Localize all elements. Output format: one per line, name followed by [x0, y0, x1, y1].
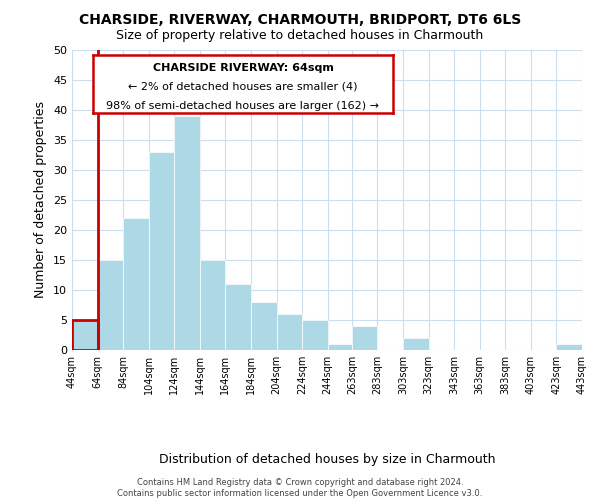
Text: CHARSIDE RIVERWAY: 64sqm: CHARSIDE RIVERWAY: 64sqm — [152, 62, 334, 72]
Bar — [98, 260, 123, 350]
Text: Contains HM Land Registry data © Crown copyright and database right 2024.
Contai: Contains HM Land Registry data © Crown c… — [118, 478, 482, 498]
Bar — [556, 344, 582, 350]
Bar — [72, 320, 98, 350]
Text: 98% of semi-detached houses are larger (162) →: 98% of semi-detached houses are larger (… — [107, 100, 380, 110]
X-axis label: Distribution of detached houses by size in Charmouth: Distribution of detached houses by size … — [159, 452, 495, 466]
Bar — [174, 116, 200, 350]
Bar — [251, 302, 277, 350]
Bar — [149, 152, 174, 350]
Bar — [302, 320, 328, 350]
Y-axis label: Number of detached properties: Number of detached properties — [34, 102, 47, 298]
Bar — [352, 326, 377, 350]
Bar — [328, 344, 352, 350]
Bar — [226, 284, 251, 350]
Text: ← 2% of detached houses are smaller (4): ← 2% of detached houses are smaller (4) — [128, 82, 358, 92]
Bar — [277, 314, 302, 350]
Bar — [72, 320, 98, 350]
Text: Size of property relative to detached houses in Charmouth: Size of property relative to detached ho… — [116, 29, 484, 42]
Bar — [403, 338, 428, 350]
Bar — [123, 218, 149, 350]
Text: CHARSIDE, RIVERWAY, CHARMOUTH, BRIDPORT, DT6 6LS: CHARSIDE, RIVERWAY, CHARMOUTH, BRIDPORT,… — [79, 12, 521, 26]
Bar — [200, 260, 226, 350]
